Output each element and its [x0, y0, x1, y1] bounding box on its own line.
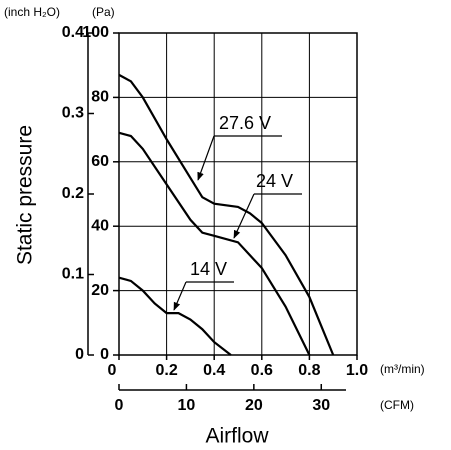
x-unit: (m³/min) [380, 362, 425, 376]
y-tick-label: 100 [82, 24, 109, 41]
x2-tick-label: 0 [115, 397, 124, 414]
y-tick-label: 40 [91, 217, 109, 234]
x2-tick-label: 20 [245, 397, 263, 414]
x-tick-label: 0.8 [298, 362, 320, 379]
x-tick-label: 1.0 [346, 362, 368, 379]
y-tick-label: 60 [91, 153, 109, 170]
x-tick-label: 0.2 [155, 362, 177, 379]
y2-unit: (inch H₂O) [4, 5, 60, 19]
y-tick-label: 20 [91, 282, 109, 299]
y2-tick-label: 0.2 [62, 185, 84, 202]
x2-unit: (CFM) [380, 398, 414, 412]
x-axis-title: Airflow [205, 425, 269, 448]
curve [118, 131, 311, 356]
y2-tick-label: 0 [75, 346, 84, 363]
curve [118, 276, 232, 356]
leader [173, 281, 187, 311]
curve-label: 27.6 V [219, 113, 271, 133]
curve-label: 24 V [256, 171, 293, 191]
x-tick-label: 0 [108, 362, 117, 379]
x-tick-label: 0.4 [203, 362, 225, 379]
y-tick-label: 0 [100, 346, 109, 363]
curve [118, 73, 335, 356]
plot-frame [118, 32, 358, 356]
y-unit: (Pa) [92, 5, 115, 19]
y-axis-title: Static pressure [14, 125, 37, 265]
curve-label: 14 V [190, 259, 227, 279]
y2-tick-label: 0.3 [62, 105, 84, 122]
y2-tick-label: 0.1 [62, 266, 84, 283]
leader [233, 193, 255, 239]
leader [197, 135, 215, 181]
x-tick-label: 0.6 [251, 362, 273, 379]
y2-tick-label: 0.4 [62, 24, 84, 41]
x2-tick-label: 10 [178, 397, 196, 414]
y-tick-label: 80 [91, 89, 109, 106]
x2-tick-label: 30 [312, 397, 330, 414]
